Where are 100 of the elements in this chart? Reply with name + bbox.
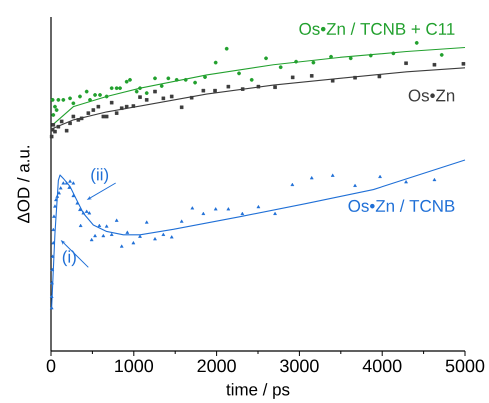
point xyxy=(120,106,124,110)
point xyxy=(120,244,124,248)
point xyxy=(190,96,194,100)
series-label: Os•Zn / TCNB xyxy=(348,199,454,212)
point xyxy=(180,219,184,223)
x-tick-label: 3000 xyxy=(280,360,319,372)
point xyxy=(50,281,54,284)
point xyxy=(75,201,80,205)
point xyxy=(80,116,84,120)
point xyxy=(144,98,149,102)
y-axis-title: ΔOD / a.u. xyxy=(17,146,30,224)
point xyxy=(50,98,55,102)
point xyxy=(98,93,102,97)
point xyxy=(404,61,408,66)
point xyxy=(78,94,82,98)
point xyxy=(50,254,54,258)
point xyxy=(264,56,268,60)
point xyxy=(118,86,122,90)
point xyxy=(432,62,436,67)
point xyxy=(54,198,58,202)
point xyxy=(378,174,382,178)
point xyxy=(348,56,353,60)
point xyxy=(124,104,128,108)
point xyxy=(78,224,82,228)
point xyxy=(128,78,132,82)
x-tick-label: 0 xyxy=(46,360,56,372)
point xyxy=(162,232,166,236)
point xyxy=(114,86,119,90)
point xyxy=(110,86,114,90)
point xyxy=(353,76,357,80)
point xyxy=(202,88,206,92)
point xyxy=(53,130,57,134)
point xyxy=(132,104,136,108)
point xyxy=(224,46,229,51)
point xyxy=(84,90,89,94)
point xyxy=(240,212,244,216)
point xyxy=(55,194,60,198)
point xyxy=(58,186,63,190)
point xyxy=(50,306,54,310)
point xyxy=(160,84,164,88)
point xyxy=(134,90,139,94)
point xyxy=(51,228,56,232)
point xyxy=(53,204,57,208)
point xyxy=(202,212,206,216)
point xyxy=(51,113,56,117)
point xyxy=(64,181,68,185)
point xyxy=(125,230,130,234)
point xyxy=(404,180,408,184)
point xyxy=(138,234,142,238)
point xyxy=(203,75,207,79)
x-tick-label: 1000 xyxy=(115,360,154,372)
point xyxy=(93,93,97,97)
point xyxy=(193,80,197,85)
point xyxy=(93,234,97,238)
point xyxy=(84,210,89,213)
point xyxy=(96,104,100,108)
point xyxy=(104,224,108,228)
point xyxy=(90,238,94,242)
point xyxy=(190,206,194,210)
x-tick-label: 4000 xyxy=(362,360,402,372)
point xyxy=(213,88,217,92)
point xyxy=(88,98,92,102)
point xyxy=(353,184,357,187)
point xyxy=(101,234,106,238)
point xyxy=(294,60,298,64)
point xyxy=(226,84,230,88)
point xyxy=(78,208,82,212)
point xyxy=(114,111,118,115)
point xyxy=(237,71,241,76)
point xyxy=(462,62,466,66)
point xyxy=(132,241,136,244)
series-label: Os•Zn / TCNB + C11 xyxy=(299,22,454,35)
x-tick-label: 5000 xyxy=(446,360,484,372)
point xyxy=(311,60,316,64)
point xyxy=(170,235,174,238)
point xyxy=(310,74,314,78)
point xyxy=(61,181,66,185)
point xyxy=(432,178,436,182)
point xyxy=(273,85,277,90)
point xyxy=(86,111,90,115)
point xyxy=(72,114,76,118)
point xyxy=(368,54,373,58)
point xyxy=(110,232,114,236)
point xyxy=(87,211,92,214)
point xyxy=(72,181,76,185)
point xyxy=(68,179,72,183)
point xyxy=(68,96,72,100)
point xyxy=(50,268,54,272)
annotation: (i) xyxy=(62,250,76,266)
point xyxy=(330,174,335,177)
point xyxy=(51,241,56,244)
point xyxy=(440,52,444,57)
point xyxy=(50,134,54,138)
point xyxy=(273,212,277,216)
point xyxy=(71,101,76,106)
point xyxy=(391,51,396,56)
annotation: (ii) xyxy=(91,168,108,184)
point xyxy=(110,100,114,104)
point xyxy=(144,91,149,95)
series-label: Os•Zn xyxy=(408,89,454,102)
